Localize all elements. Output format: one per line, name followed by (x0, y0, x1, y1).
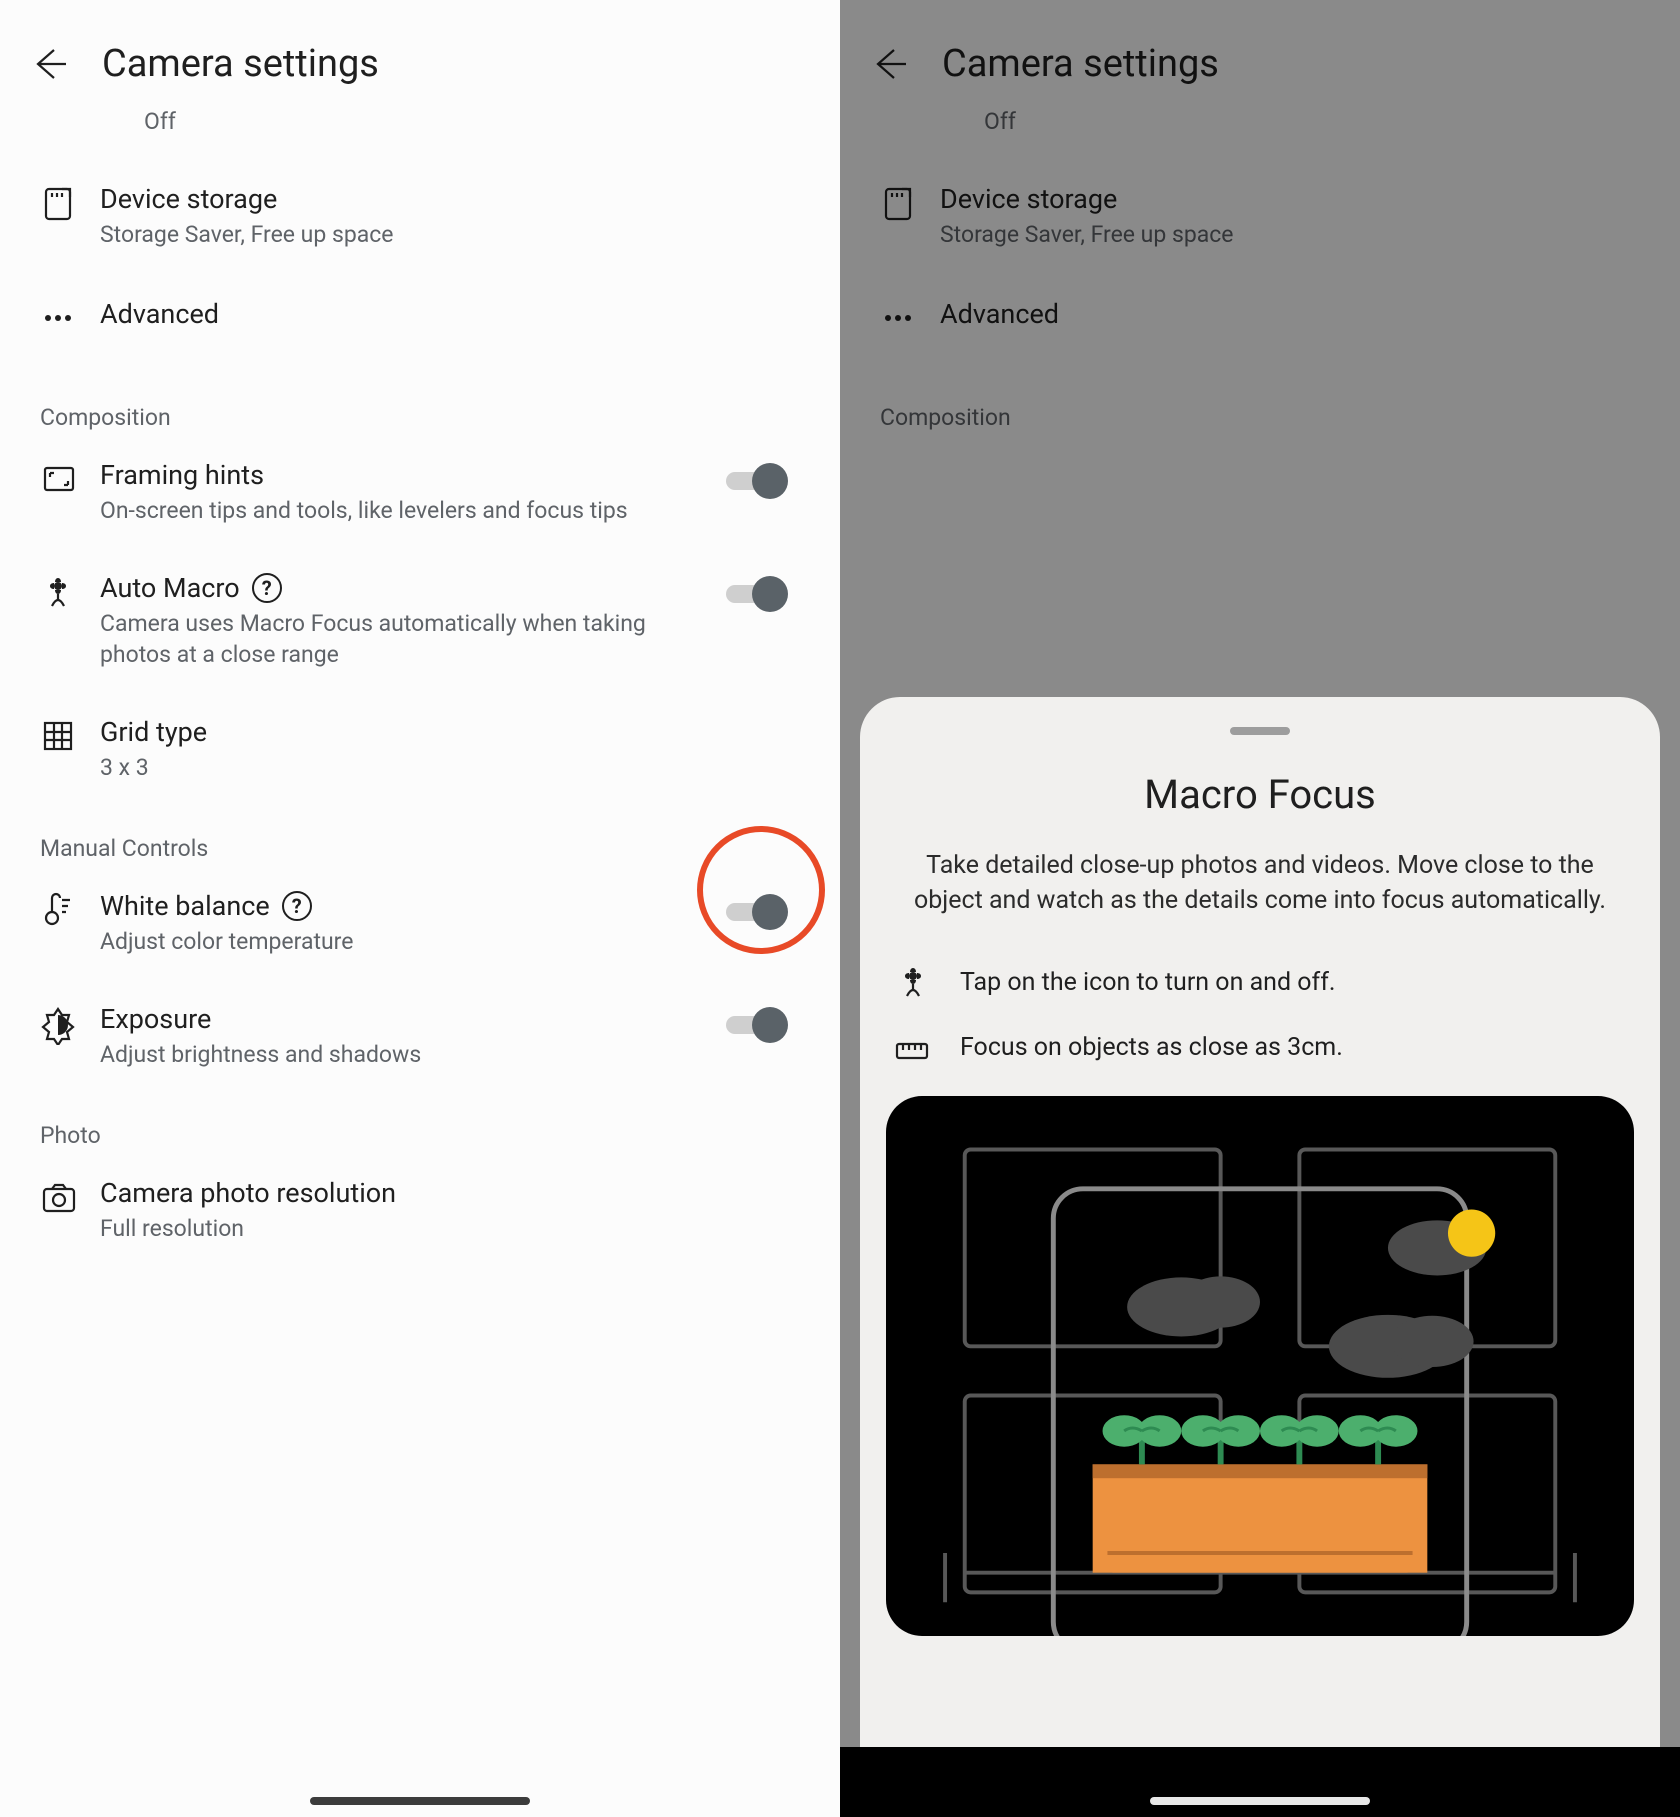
row-auto-macro[interactable]: Auto Macro ? Camera uses Macro Focus aut… (0, 544, 840, 688)
sheet-tip-distance: Focus on objects as close as 3cm. (886, 1016, 1634, 1078)
row-framing-hints[interactable]: Framing hints On-screen tips and tools, … (0, 441, 840, 544)
ruler-icon (893, 1032, 931, 1062)
exposure-icon (40, 1005, 78, 1045)
section-photo: Photo (0, 1088, 840, 1159)
flower-icon (895, 964, 929, 1000)
prev-item-value: Off (0, 104, 840, 165)
nav-bar-bg (840, 1747, 1680, 1817)
back-arrow-icon (28, 42, 72, 86)
flower-icon (40, 574, 76, 612)
page-title: Camera settings (102, 42, 379, 86)
tip-text: Tap on the icon to turn on and off. (960, 968, 1336, 997)
row-subtitle: 3 x 3 (100, 752, 680, 783)
row-white-balance[interactable]: White balance ? Adjust color temperature (0, 872, 840, 975)
row-title: Grid type (100, 716, 682, 748)
macro-focus-sheet: Macro Focus Take detailed close-up photo… (860, 697, 1660, 1817)
frame-icon (40, 461, 78, 497)
row-title: Exposure (100, 1003, 682, 1035)
toggle-framing-hints[interactable] (726, 463, 788, 499)
row-title: Framing hints (100, 459, 682, 491)
settings-pane-left: Camera settings Off Device storage Stora… (0, 0, 840, 1817)
row-subtitle: On-screen tips and tools, like levelers … (100, 495, 680, 526)
row-title: Auto Macro (100, 572, 240, 604)
row-photo-resolution[interactable]: Camera photo resolution Full resolution (0, 1159, 840, 1262)
row-subtitle: Camera uses Macro Focus automatically wh… (100, 608, 680, 670)
settings-pane-right: Camera settings Off Device storage Stora… (840, 0, 1680, 1817)
sd-card-icon (40, 185, 76, 223)
section-manual: Manual Controls (0, 801, 840, 872)
sheet-tip-toggle: Tap on the icon to turn on and off. (886, 948, 1634, 1016)
thermometer-icon (40, 892, 76, 928)
sheet-grabber[interactable] (1230, 727, 1290, 735)
sheet-title: Macro Focus (886, 771, 1634, 818)
back-button[interactable] (28, 42, 72, 86)
row-title: Device storage (100, 183, 682, 215)
grid-icon (40, 718, 76, 754)
macro-illustration (886, 1096, 1634, 1636)
row-title: Advanced (100, 298, 682, 330)
nav-pill[interactable] (1150, 1797, 1370, 1805)
row-device-storage[interactable]: Device storage Storage Saver, Free up sp… (0, 165, 840, 268)
tip-text: Focus on objects as close as 3cm. (960, 1033, 1343, 1062)
toggle-white-balance[interactable] (726, 894, 788, 930)
row-title: Camera photo resolution (100, 1177, 682, 1209)
sheet-description: Take detailed close-up photos and videos… (886, 848, 1634, 918)
toggle-exposure[interactable] (726, 1007, 788, 1043)
row-advanced[interactable]: Advanced (0, 268, 840, 370)
nav-pill[interactable] (310, 1797, 530, 1805)
row-exposure[interactable]: Exposure Adjust brightness and shadows (0, 975, 840, 1088)
row-subtitle: Adjust brightness and shadows (100, 1039, 680, 1070)
header: Camera settings (0, 0, 840, 104)
row-subtitle: Storage Saver, Free up space (100, 219, 680, 250)
help-icon[interactable]: ? (252, 573, 282, 603)
camera-icon (40, 1179, 78, 1215)
help-icon[interactable]: ? (282, 891, 312, 921)
section-composition: Composition (0, 370, 840, 441)
more-dots-icon (40, 300, 76, 336)
toggle-auto-macro[interactable] (726, 576, 788, 612)
row-subtitle: Full resolution (100, 1213, 680, 1244)
row-grid-type[interactable]: Grid type 3 x 3 (0, 688, 840, 801)
row-subtitle: Adjust color temperature (100, 926, 680, 957)
row-title: White balance (100, 890, 270, 922)
